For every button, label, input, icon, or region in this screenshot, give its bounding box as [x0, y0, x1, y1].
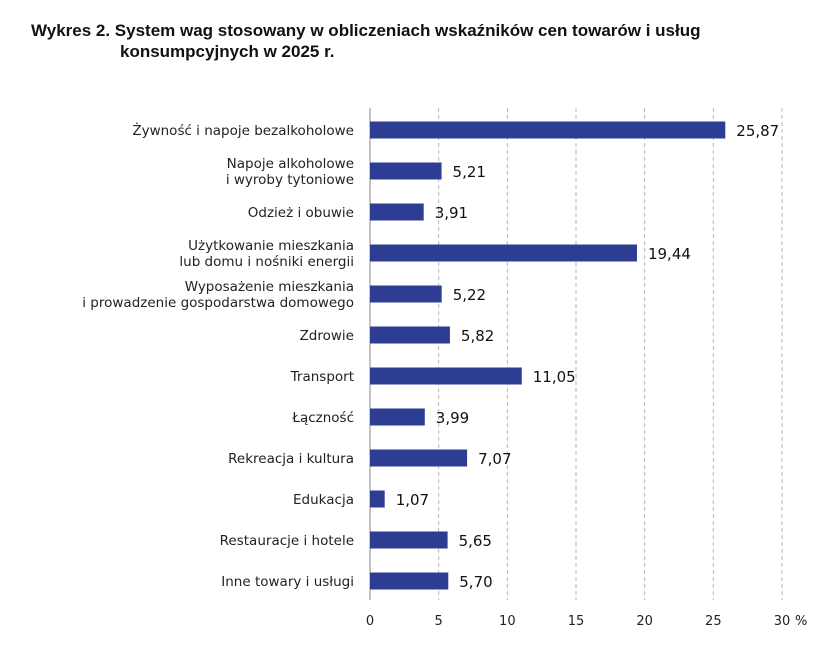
x-tick-label: 30	[774, 614, 791, 629]
bar	[370, 326, 450, 344]
category-label: Rekreacja i kultura	[228, 451, 354, 467]
data-label: 7,07	[478, 450, 511, 468]
value-labels: 25,87 5,21 3,91 19,44 5,22 5,82 11,05 3,99 7,07 1…	[396, 122, 780, 591]
bar	[370, 244, 637, 262]
bar	[370, 449, 468, 467]
chart-title-line-1: Wykres 2. System wag stosowany w oblicze…	[31, 21, 701, 40]
data-label: 25,87	[736, 122, 779, 140]
x-tick-label: 15	[568, 614, 585, 629]
category-label: Żywność i napoje bezalkoholowe	[132, 121, 354, 139]
data-label: 5,21	[453, 163, 486, 181]
category-label: Restauracje i hotele	[220, 533, 354, 549]
x-tick-label: 25	[705, 614, 722, 629]
gridlines	[369, 108, 783, 600]
bar	[370, 203, 424, 221]
data-label: 3,91	[435, 204, 468, 222]
category-label: Inne towary i usługi	[221, 574, 354, 590]
category-labels: Żywność i napoje bezalkoholowe Napoje alk…	[82, 121, 354, 590]
category-label: Użytkowanie mieszkania	[188, 238, 354, 254]
bar	[370, 121, 726, 139]
category-label: Edukacja	[293, 492, 354, 508]
data-label: 5,82	[461, 327, 494, 345]
x-tick-label: 0	[366, 614, 374, 629]
x-tick-label: 5	[435, 614, 443, 629]
category-label: Zdrowie	[300, 328, 354, 344]
data-label: 3,99	[436, 409, 469, 427]
category-label: Odzież i obuwie	[248, 205, 354, 221]
data-label: 5,70	[459, 573, 492, 591]
chart-title: Wykres 2. System wag stosowany w oblicze…	[31, 20, 811, 62]
category-label: lub domu i nośniki energii	[179, 254, 354, 270]
category-label: i wyroby tytoniowe	[226, 172, 354, 188]
bar	[370, 408, 425, 426]
bars	[370, 121, 726, 590]
category-label: Transport	[290, 369, 354, 385]
x-axis-unit: %	[795, 614, 807, 629]
bar	[370, 285, 442, 303]
data-label: 5,65	[459, 532, 492, 550]
bar	[370, 531, 448, 549]
x-tick-label: 20	[636, 614, 653, 629]
bar	[370, 572, 449, 590]
category-label: Napoje alkoholowe	[227, 156, 354, 172]
data-label: 19,44	[648, 245, 691, 263]
x-tick-label: 10	[499, 614, 516, 629]
bar	[370, 490, 385, 508]
bar	[370, 162, 442, 180]
data-label: 11,05	[533, 368, 576, 386]
category-label: Łączność	[291, 410, 354, 426]
data-label: 5,22	[453, 286, 486, 304]
x-axis-ticks: 0 5 10 15 20 25 30%	[366, 614, 808, 629]
data-label: 1,07	[396, 491, 429, 509]
category-label: i prowadzenie gospodarstwa domowego	[82, 295, 354, 311]
category-label: Wyposażenie mieszkania	[185, 279, 354, 295]
chart-title-line-2: konsumpcyjnych w 2025 r.	[120, 42, 335, 61]
bar	[370, 367, 522, 385]
